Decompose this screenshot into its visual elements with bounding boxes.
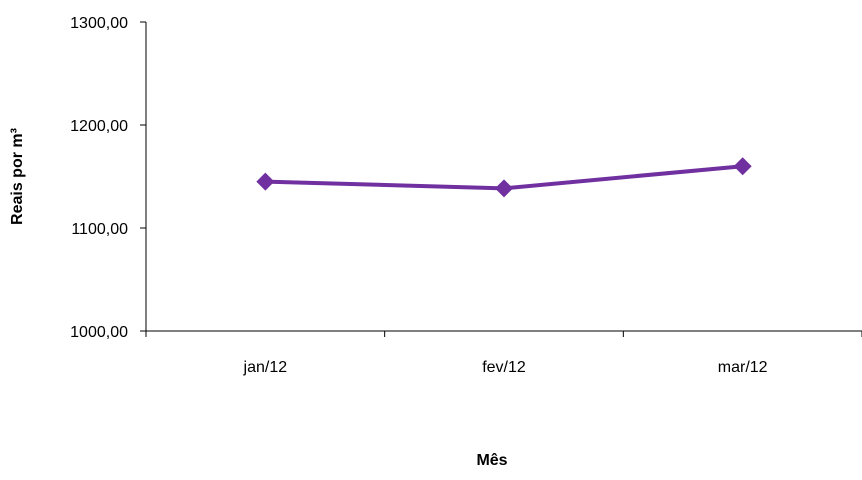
y-tick-label: 1000,00 [70, 324, 128, 341]
y-axis-title: Reais por m³ [9, 128, 26, 225]
axes [145, 22, 862, 332]
y-ticks: 1000,00 1100,00 1200,00 1300,00 [70, 15, 146, 341]
x-tick-label: mar/12 [718, 359, 768, 376]
data-point-marker [495, 179, 513, 198]
data-point-marker [733, 157, 752, 176]
x-ticks: jan/12 fev/12 mar/12 [145, 331, 862, 376]
x-tick-label: jan/12 [243, 359, 288, 376]
x-axis-title: Mês [476, 452, 507, 469]
data-point-marker [256, 172, 275, 191]
y-tick-label: 1300,00 [70, 15, 128, 32]
y-tick-label: 1100,00 [71, 221, 128, 238]
x-tick-label: fev/12 [482, 359, 526, 376]
series-group [256, 157, 752, 198]
y-tick-label: 1200,00 [70, 118, 128, 135]
